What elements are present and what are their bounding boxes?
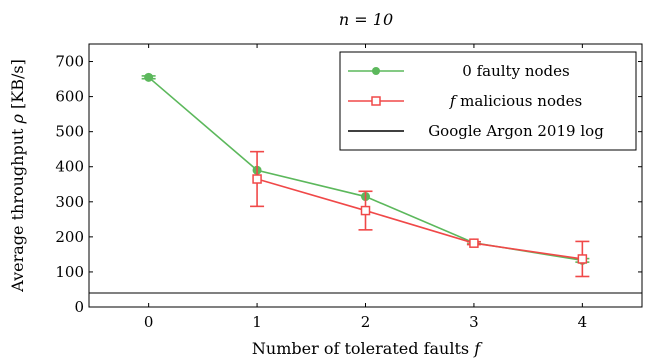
legend: 0 faulty nodes f malicious nodes Google Ar… (339, 51, 637, 151)
legend-label: f malicious nodes (449, 92, 582, 110)
x-tick-label: 0 (144, 313, 154, 331)
y-tick-label: 100 (55, 263, 84, 281)
x-axis-ticks: 0 1 2 3 4 (144, 44, 587, 331)
x-tick-label: 3 (469, 313, 479, 331)
legend-label: Google Argon 2019 log (428, 122, 604, 140)
y-tick-label: 0 (74, 298, 84, 316)
y-tick-label: 600 (55, 88, 84, 106)
series-group (141, 72, 590, 278)
chart-title: n = 10 (339, 10, 393, 29)
data-point (577, 254, 588, 264)
legend-item: 0 faulty nodes (348, 62, 570, 80)
y-tick-label: 500 (55, 123, 84, 141)
data-point (252, 174, 262, 184)
y-axis-label: Average throughput ρ [KB/s] (8, 59, 27, 293)
y-tick-label: 700 (55, 53, 84, 71)
y-axis-ticks: 0 100 200 300 400 500 600 700 (55, 53, 642, 316)
x-tick-label: 1 (252, 313, 262, 331)
y-tick-label: 300 (55, 193, 84, 211)
data-point (360, 205, 371, 216)
legend-marker (371, 96, 381, 106)
y-tick-label: 200 (55, 228, 84, 246)
legend-marker (372, 67, 380, 75)
legend-item: f malicious nodes (348, 92, 582, 110)
x-tick-label: 2 (361, 313, 371, 331)
series-line (256, 178, 583, 260)
data-point (469, 238, 479, 248)
x-axis-label: Number of tolerated faults f (252, 339, 483, 358)
legend-item: Google Argon 2019 log (348, 122, 604, 140)
data-point (144, 72, 154, 82)
legend-label: 0 faulty nodes (462, 62, 569, 80)
series-malicious (250, 150, 590, 278)
x-tick-label: 4 (578, 313, 588, 331)
y-tick-label: 400 (55, 158, 84, 176)
